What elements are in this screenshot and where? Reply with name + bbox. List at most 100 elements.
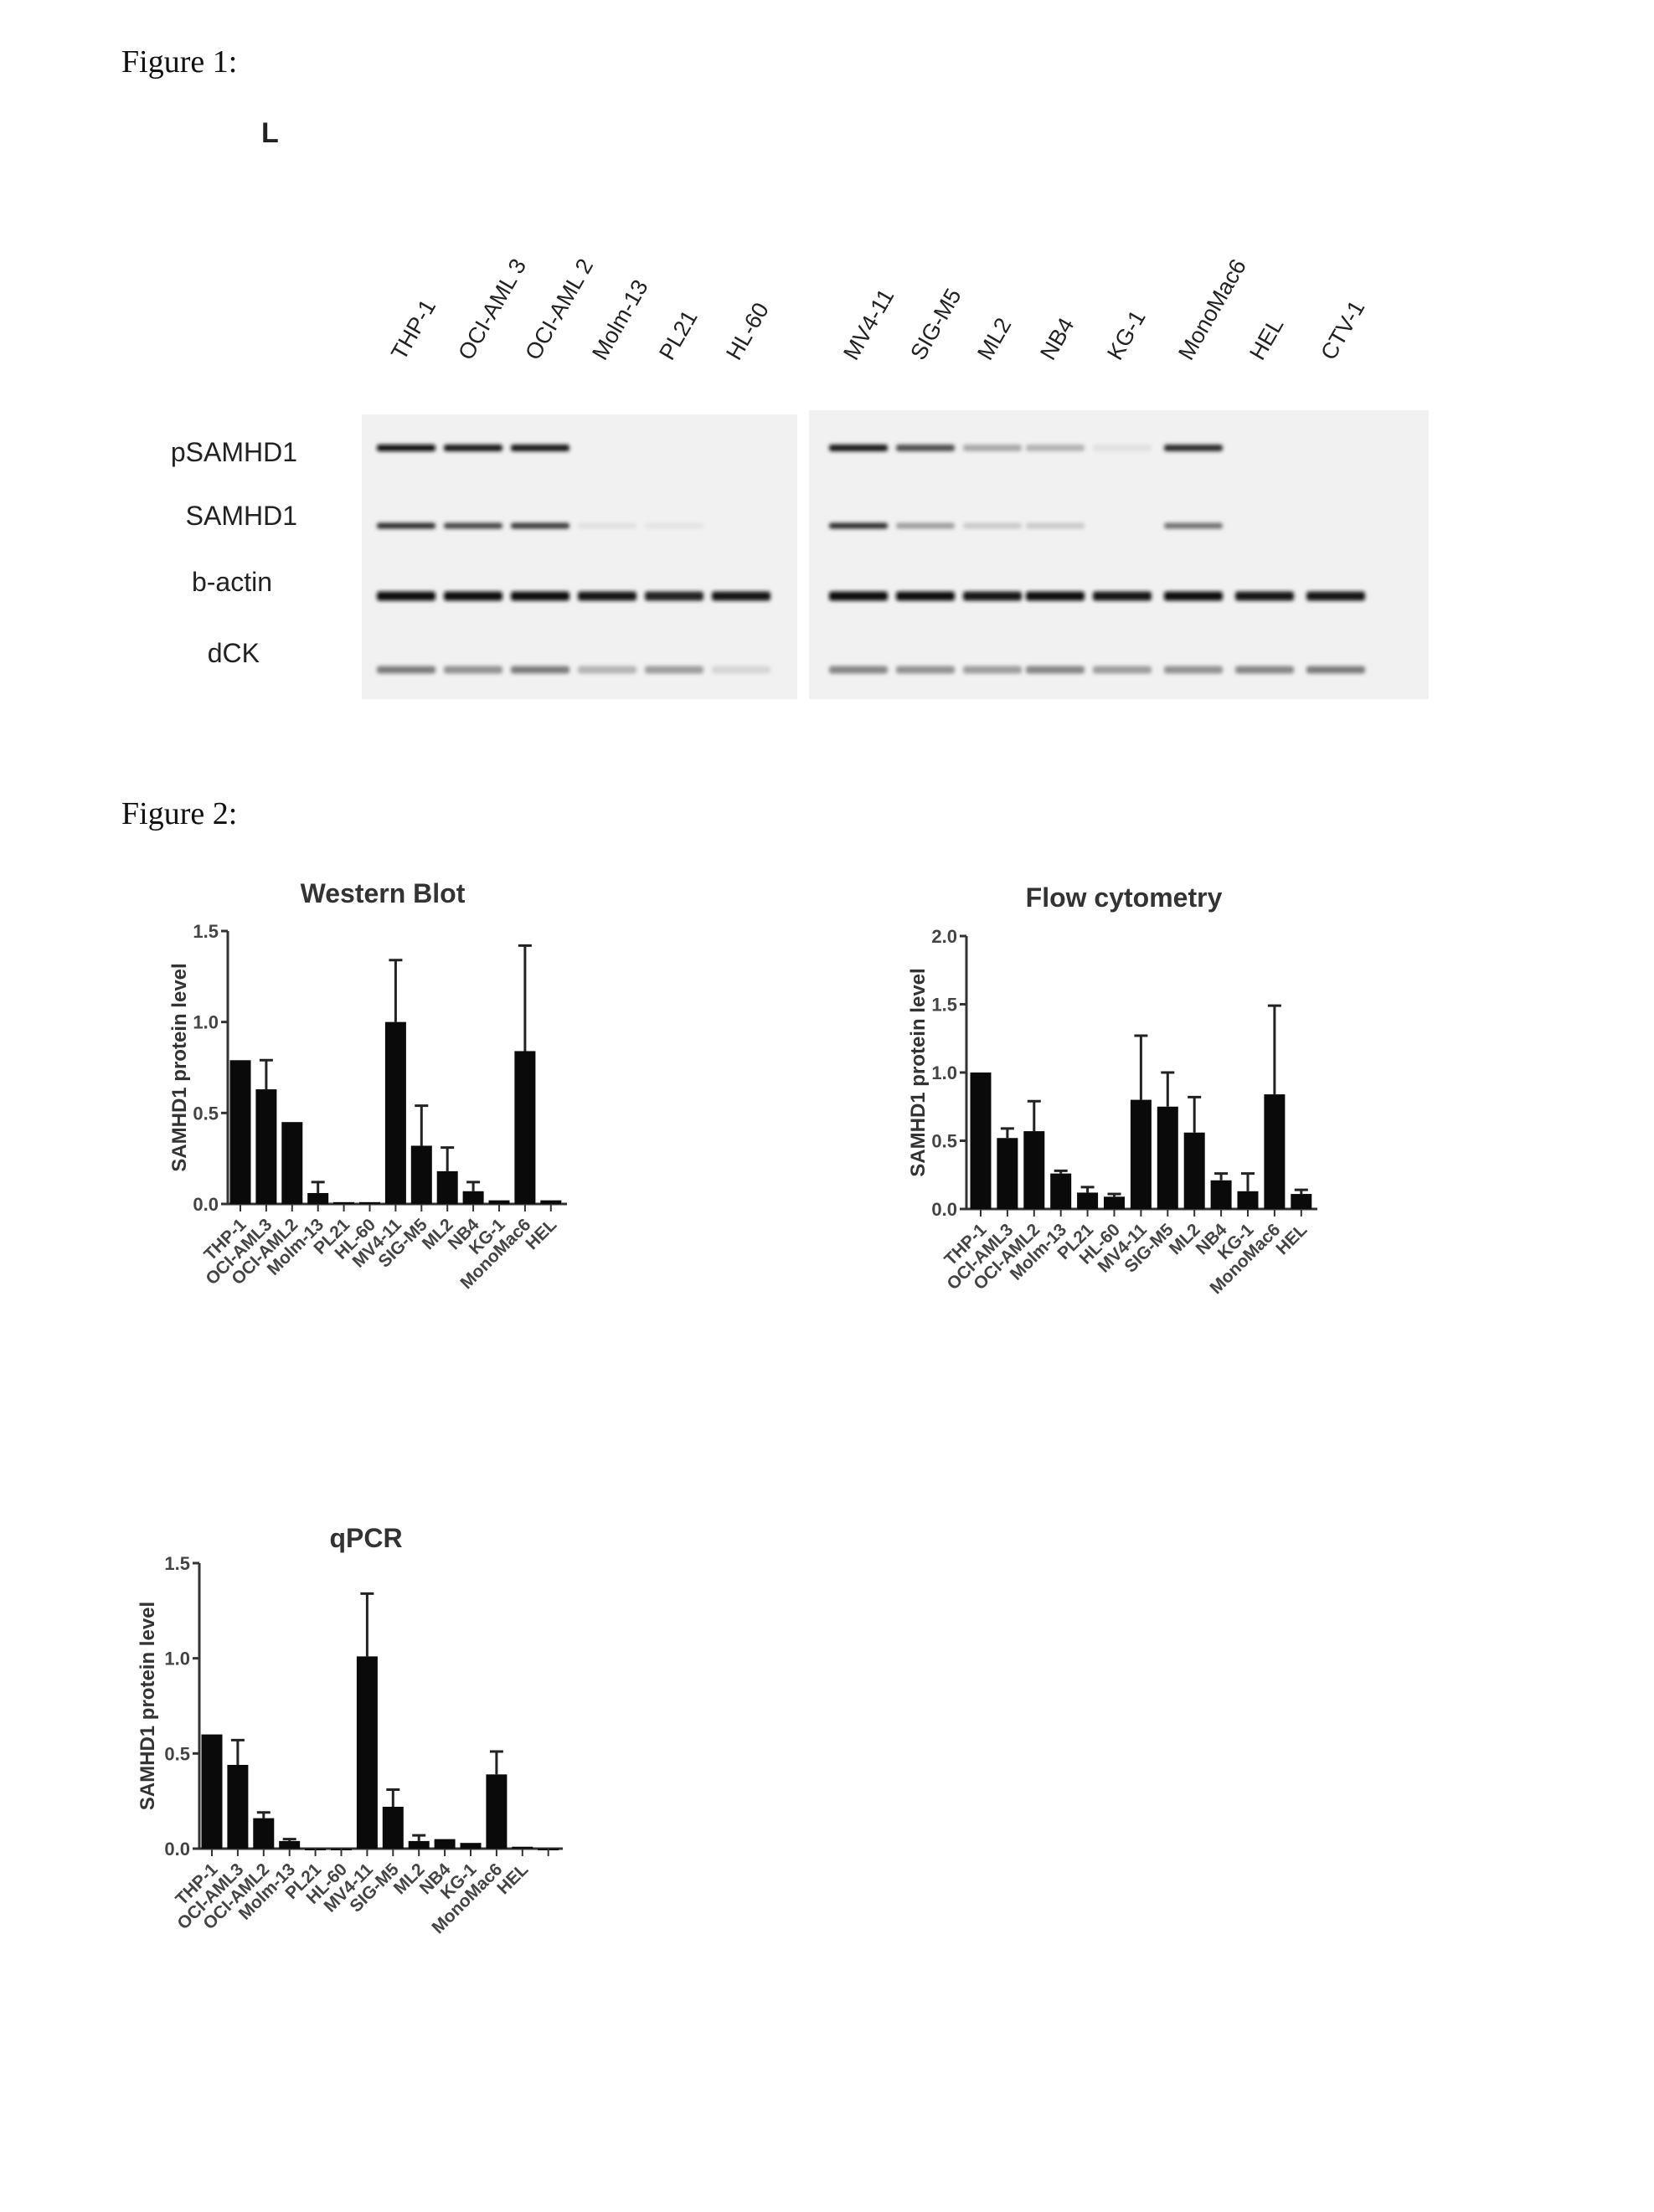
bar: [488, 1200, 510, 1204]
bar: [1183, 1132, 1205, 1209]
blot-band: [1164, 666, 1223, 674]
figure-1-label: Figure 1:: [121, 44, 238, 80]
y-tick-label: 0.5: [931, 1131, 957, 1152]
bar: [1023, 1131, 1045, 1209]
blot-band: [578, 591, 636, 601]
blot-band: [578, 522, 636, 529]
figure-2-label: Figure 2:: [121, 796, 238, 831]
bar: [512, 1846, 533, 1849]
y-tick-label: 1.5: [193, 921, 219, 942]
y-axis-label: SAMHD1 protein level: [137, 1602, 159, 1810]
y-tick-label: 0.5: [193, 1103, 219, 1124]
blot-band: [1164, 591, 1223, 601]
bar: [540, 1200, 562, 1204]
blot-band: [377, 666, 435, 674]
bar: [997, 1138, 1018, 1209]
bar: [1157, 1106, 1178, 1209]
bar: [408, 1840, 430, 1849]
blot-band: [511, 666, 569, 674]
blot-band: [829, 666, 888, 674]
blot-band: [645, 522, 703, 529]
blot-band: [578, 666, 636, 674]
blot-band: [896, 522, 955, 529]
blot-band: [377, 591, 435, 601]
blot-band: [1093, 591, 1152, 601]
bar-chart-1: Flow cytometry SAMHD1 protein level 0.0 0.5…: [907, 882, 1317, 1298]
y-axis-label: SAMHD1 protein level: [907, 968, 930, 1176]
bar: [253, 1818, 275, 1849]
blot-band: [1026, 591, 1085, 601]
y-tick-label: 0.0: [193, 1194, 219, 1215]
blot-band: [645, 666, 703, 674]
y-axis-label: SAMHD1 protein level: [168, 963, 191, 1171]
chart-title: qPCR: [329, 1523, 402, 1553]
blot-band: [1093, 666, 1152, 674]
bar: [279, 1840, 301, 1849]
chart-title: Flow cytometry: [1026, 882, 1223, 913]
blot-band: [963, 591, 1022, 601]
bar: [307, 1192, 329, 1204]
bar: [229, 1060, 251, 1204]
blot-band: [511, 445, 569, 451]
blot-band: [896, 666, 955, 674]
bar: [460, 1843, 482, 1849]
bar: [382, 1806, 404, 1849]
blot-band: [645, 591, 703, 601]
bar: [1104, 1196, 1125, 1209]
bar-chart-0: Western Blot SAMHD1 protein level 0.0 0.5 1.…: [168, 878, 567, 1293]
bar: [410, 1145, 432, 1204]
blot-band: [377, 522, 435, 529]
blot-band: [1235, 666, 1294, 674]
bar: [255, 1089, 277, 1204]
blot-band: [444, 522, 502, 529]
blot-band: [1026, 522, 1085, 529]
blot-band: [511, 591, 569, 601]
blot-band: [896, 591, 955, 601]
row-label-b-actin: b-actin: [191, 567, 272, 597]
bar: [359, 1201, 380, 1204]
bar: [462, 1191, 484, 1204]
blot-band: [1026, 445, 1085, 451]
x-tick-label: HEL: [493, 1860, 532, 1898]
blot-band: [1093, 445, 1152, 451]
y-tick-label: 1.0: [193, 1012, 219, 1033]
row-label-psamhd1: pSAMHD1: [170, 437, 297, 467]
blot-band: [1235, 591, 1294, 601]
y-tick-label: 1.0: [931, 1062, 957, 1083]
blot-band: [829, 522, 888, 529]
row-label-samhd1: SAMHD1: [185, 501, 297, 531]
blot-band: [1306, 666, 1365, 674]
y-tick-label: 1.0: [164, 1649, 190, 1669]
bar: [514, 1051, 536, 1204]
bar: [1264, 1094, 1286, 1209]
blot-band: [963, 666, 1022, 674]
blot-band: [829, 591, 888, 601]
bar: [486, 1774, 508, 1849]
bar: [384, 1021, 406, 1204]
bar: [201, 1734, 223, 1849]
blot-band: [511, 522, 569, 529]
bar: [333, 1201, 355, 1204]
bar: [970, 1073, 992, 1209]
y-tick-label: 0.0: [164, 1839, 190, 1860]
bar: [1050, 1173, 1072, 1209]
bar: [1210, 1180, 1232, 1209]
y-tick-label: 2.0: [931, 926, 957, 947]
blot-band: [896, 445, 955, 451]
blot-panel-right: [809, 410, 1429, 699]
blot-band: [712, 591, 770, 601]
y-tick-label: 1.5: [931, 995, 957, 1016]
bar: [1130, 1099, 1152, 1209]
x-tick-label: HEL: [522, 1215, 560, 1253]
bar: [1077, 1192, 1099, 1209]
blot-band: [712, 666, 770, 674]
bar: [356, 1656, 378, 1849]
blot-band: [377, 445, 435, 451]
blot-band: [1164, 445, 1223, 451]
blot-band: [1164, 522, 1223, 529]
panel-letter: L: [261, 117, 279, 149]
y-tick-label: 1.5: [164, 1553, 190, 1574]
